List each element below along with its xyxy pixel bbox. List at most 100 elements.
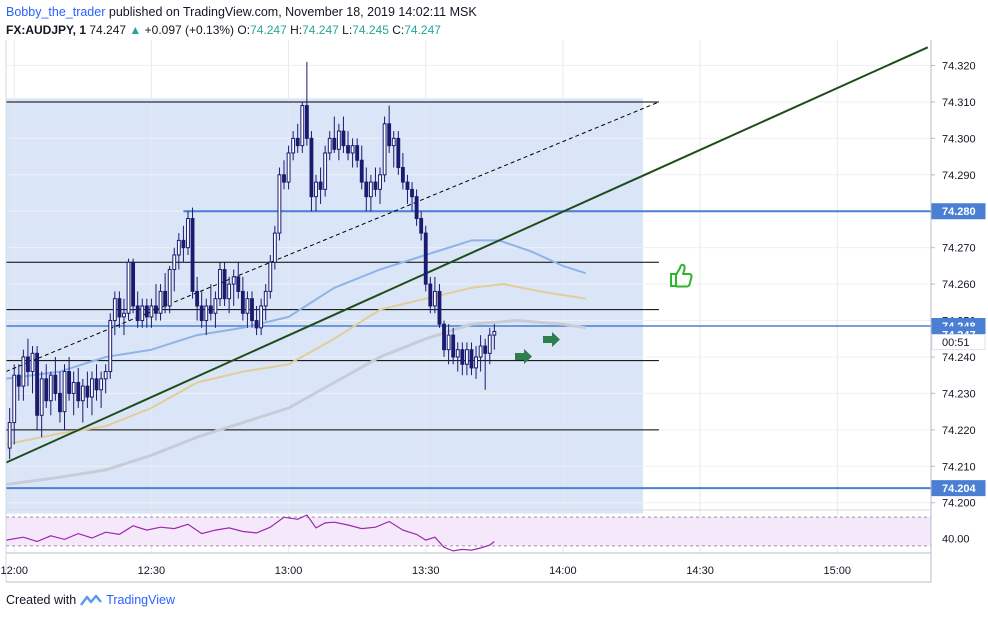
- author-username[interactable]: Bobby_the_trader: [6, 5, 106, 19]
- candle-body-down: [400, 167, 405, 183]
- candle: [400, 152, 405, 190]
- candle: [112, 291, 117, 336]
- candle-body-down: [240, 290, 245, 314]
- candle-body-up: [277, 174, 282, 234]
- candle: [254, 305, 259, 336]
- candle: [12, 364, 17, 445]
- candle-body-up: [300, 105, 305, 147]
- price-label: 74.280: [931, 203, 986, 220]
- candle: [300, 101, 305, 153]
- candle-body-down: [199, 305, 204, 322]
- candle: [428, 276, 433, 314]
- price-tick-label: 74.300: [942, 133, 976, 145]
- candle: [355, 138, 360, 168]
- candle-body-up: [39, 378, 44, 416]
- up-triangle-icon: ▲: [129, 23, 142, 37]
- time-tick-label: 15:00: [823, 565, 851, 577]
- tradingview-brand[interactable]: TradingView: [106, 593, 175, 607]
- candle-body-down: [282, 174, 286, 183]
- price-tick-label: 74.210: [942, 461, 976, 473]
- price-label-box: [931, 334, 986, 351]
- candle-body-up: [245, 298, 250, 314]
- candle: [410, 182, 414, 212]
- candle-body-up: [286, 152, 291, 183]
- candle-body-up: [176, 239, 181, 256]
- time-tick-label: 14:30: [686, 565, 714, 577]
- candle: [432, 276, 437, 314]
- candle-body-down: [181, 239, 186, 249]
- candle-body-down: [419, 218, 424, 234]
- arrow-right-icon: [543, 332, 560, 347]
- candle-body-down: [423, 232, 428, 285]
- candle-body-down: [117, 298, 122, 318]
- candle: [359, 145, 364, 190]
- candle-body-up: [149, 305, 154, 318]
- candle: [62, 364, 67, 430]
- candle-body-down: [410, 188, 414, 198]
- candle-body-up: [259, 305, 264, 329]
- candle-body-up: [140, 305, 145, 322]
- candle-body-down: [483, 345, 488, 354]
- candle: [108, 313, 113, 379]
- candle-body-up: [80, 385, 85, 402]
- rsi-line: [5, 514, 495, 552]
- candle-body-down: [346, 145, 350, 154]
- candle-body-down: [396, 137, 401, 169]
- candle: [442, 320, 446, 357]
- low-value: 74.245: [352, 23, 389, 37]
- candle-body-down: [359, 159, 364, 183]
- candle-body-up: [21, 356, 26, 387]
- candle-body-down: [67, 371, 72, 394]
- price-change: +0.097 (+0.13%): [144, 23, 235, 37]
- candle: [58, 371, 62, 423]
- candle-body-up: [487, 334, 492, 354]
- high-value: 74.247: [302, 23, 339, 37]
- candle-body-down: [135, 305, 140, 322]
- high-label: H:: [290, 23, 303, 37]
- candle: [391, 131, 396, 168]
- candle-body-up: [122, 312, 126, 318]
- candle: [487, 327, 492, 365]
- candle-body-down: [85, 385, 90, 398]
- candle: [483, 338, 488, 390]
- candle-body-up: [213, 298, 218, 314]
- candle: [222, 262, 227, 306]
- rsi-tick-label: 40.00: [942, 534, 970, 546]
- candle-body-up: [12, 374, 17, 424]
- candle: [250, 291, 254, 328]
- candle-body-up: [378, 174, 382, 190]
- candle: [336, 123, 341, 161]
- candle: [131, 258, 136, 314]
- ma-slow-line: [5, 319, 587, 486]
- candle-body-down: [355, 145, 360, 161]
- candle: [464, 342, 469, 376]
- candle-body-up: [382, 123, 387, 176]
- candle-body-down: [451, 334, 456, 358]
- candle-body-up: [7, 422, 12, 449]
- candle-body-down: [190, 218, 195, 292]
- price-label: 00:51: [931, 334, 986, 351]
- candle-body-up: [464, 349, 469, 365]
- candle: [204, 298, 209, 336]
- chart-header: Bobby_the_trader published on TradingVie…: [6, 3, 477, 21]
- price-label-text: 74.204: [942, 483, 977, 495]
- candle: [181, 225, 186, 263]
- candle-body-up: [218, 269, 222, 300]
- candle: [423, 225, 428, 292]
- price-label-text: 74.280: [942, 206, 976, 218]
- candle-body-up: [478, 345, 483, 358]
- candle-body-up: [323, 152, 328, 190]
- candle-body-up: [227, 283, 232, 300]
- candle: [99, 371, 104, 408]
- candle-body-down: [26, 356, 30, 373]
- candle-body-down: [387, 123, 392, 147]
- candle: [282, 160, 286, 190]
- candle-body-up: [314, 181, 318, 198]
- symbol-name[interactable]: FX:AUDJPY, 1: [6, 23, 87, 37]
- candle-body-down: [341, 130, 346, 147]
- candle: [163, 273, 168, 314]
- candle: [26, 338, 30, 387]
- candle: [368, 174, 373, 212]
